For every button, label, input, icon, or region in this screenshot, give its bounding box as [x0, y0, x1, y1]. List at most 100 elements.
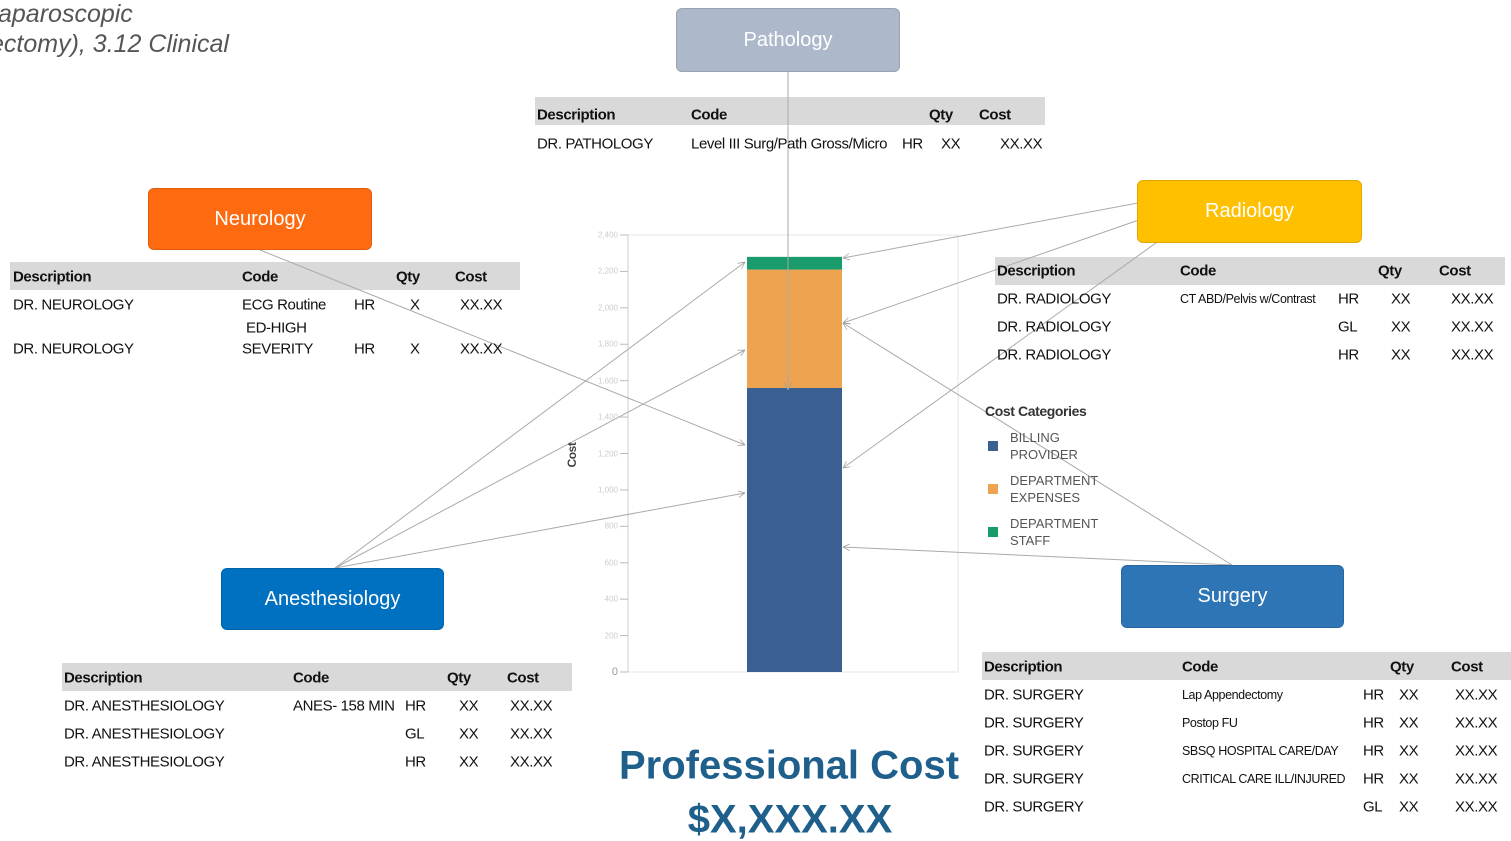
cell: HR: [405, 697, 426, 715]
connector: [334, 493, 745, 569]
connector: [843, 239, 1161, 468]
y-tick-label: 200: [604, 631, 618, 641]
cell: XX.XX: [1451, 346, 1494, 364]
column-header: Description: [997, 262, 1076, 280]
cell: XX: [1399, 742, 1419, 760]
cell: SBSQ HOSPITAL CARE/DAY: [1182, 744, 1339, 758]
cell: XX.XX: [1455, 770, 1498, 788]
connector: [259, 249, 745, 445]
cell: HR: [354, 296, 375, 314]
cell: CRITICAL CARE ILL/INJURED: [1182, 772, 1346, 786]
cell: HR: [1363, 770, 1384, 788]
cell: DR. SURGERY: [984, 714, 1084, 732]
cell: ECG Routine: [242, 296, 326, 314]
cell: XX.XX: [1455, 742, 1498, 760]
y-tick-label: 0: [611, 666, 618, 678]
cell: DR. SURGERY: [984, 742, 1084, 760]
y-tick-label: 1,000: [597, 485, 618, 495]
connector: [334, 262, 745, 569]
cell: XX.XX: [510, 753, 553, 771]
column-header: Cost: [507, 669, 539, 687]
column-header: Cost: [455, 268, 487, 286]
cell: XX: [1399, 798, 1419, 816]
y-tick-label: 2,200: [597, 266, 618, 276]
department-box: Neurology: [148, 188, 372, 250]
cell: XX: [1391, 290, 1411, 308]
cell: Postop FU: [1182, 716, 1238, 730]
legend-label: DEPARTMENT EXPENSES: [1010, 473, 1099, 505]
column-header: Description: [64, 669, 143, 687]
column-header: Code: [293, 669, 329, 687]
y-tick-label: 1,400: [597, 412, 618, 422]
cell: XX: [459, 753, 479, 771]
cell: XX.XX: [1451, 318, 1494, 336]
cell: GL: [405, 725, 425, 743]
department-box: Surgery: [1121, 565, 1344, 628]
cell: XX.XX: [1455, 686, 1498, 704]
column-header: Description: [984, 658, 1063, 676]
cell: XX.XX: [510, 697, 553, 715]
cell: XX.XX: [510, 725, 553, 743]
column-header: Qty: [396, 268, 420, 286]
cell: DR. NEUROLOGY: [13, 296, 134, 314]
column-header: Description: [537, 106, 616, 124]
y-tick-label: 1,200: [597, 449, 618, 458]
cell: XX: [1391, 318, 1411, 336]
table-header-bg: [62, 663, 572, 691]
y-tick-label: 1,800: [597, 339, 618, 349]
cell: HR: [1338, 290, 1359, 308]
legend-swatch: [988, 441, 998, 451]
column-header: Qty: [1390, 658, 1414, 676]
cell: DR. PATHOLOGY: [537, 135, 653, 153]
header-text: aparoscopic: [0, 0, 133, 28]
column-header: Cost: [1451, 658, 1483, 676]
legend-swatch: [988, 527, 998, 537]
cell: XX.XX: [460, 340, 503, 358]
cell: Level III Surg/Path Gross/Micro: [691, 135, 888, 153]
summary-title: Professional Cost: [618, 743, 960, 788]
column-header: Code: [242, 268, 278, 286]
cell: DR. RADIOLOGY: [997, 318, 1111, 336]
cell: DR. NEUROLOGY: [13, 340, 134, 358]
cell: DR. RADIOLOGY: [997, 290, 1111, 308]
bar-segment: [747, 256, 842, 270]
column-header: Description: [13, 268, 92, 286]
y-tick-label: 600: [604, 558, 618, 568]
column-header: Code: [1182, 658, 1218, 676]
cell: X: [410, 296, 420, 314]
y-tick-label: 800: [604, 521, 618, 531]
cell: XX.XX: [1451, 290, 1494, 308]
cell: HR: [354, 340, 375, 358]
cell: DR. SURGERY: [984, 686, 1084, 704]
cell: Lap Appendectomy: [1182, 688, 1283, 702]
cell: HR: [1363, 714, 1384, 732]
column-header: Qty: [929, 106, 953, 124]
cell: GL: [1363, 798, 1383, 816]
cell: HR: [405, 753, 426, 771]
department-box: Anesthesiology: [221, 568, 444, 630]
cell: HR: [1338, 346, 1359, 364]
legend-label: DEPARTMENT STAFF: [1010, 516, 1099, 548]
y-tick-label: 1,600: [597, 376, 618, 386]
cell: XX: [459, 697, 479, 715]
header-text: ectomy), 3.12 Clinical: [0, 30, 229, 58]
cell: XX: [1399, 770, 1419, 788]
cell: XX.XX: [1455, 714, 1498, 732]
cell: CT ABD/Pelvis w/Contrast: [1180, 292, 1316, 306]
cell: DR. SURGERY: [984, 798, 1084, 816]
cell: DR. RADIOLOGY: [997, 346, 1111, 364]
department-box: Pathology: [676, 8, 900, 72]
y-axis-label: Cost: [565, 442, 579, 468]
cell: XX: [1399, 714, 1419, 732]
bar-segment: [747, 269, 842, 388]
cell: XX: [459, 725, 479, 743]
y-tick-label: 2,400: [597, 230, 618, 240]
cell: ANES- 158 MIN: [293, 697, 395, 715]
column-header: Code: [691, 106, 727, 124]
cell: HR: [902, 135, 923, 153]
cell: XX: [941, 135, 961, 153]
connector: [334, 349, 745, 569]
table-header-bg: [535, 97, 1045, 125]
